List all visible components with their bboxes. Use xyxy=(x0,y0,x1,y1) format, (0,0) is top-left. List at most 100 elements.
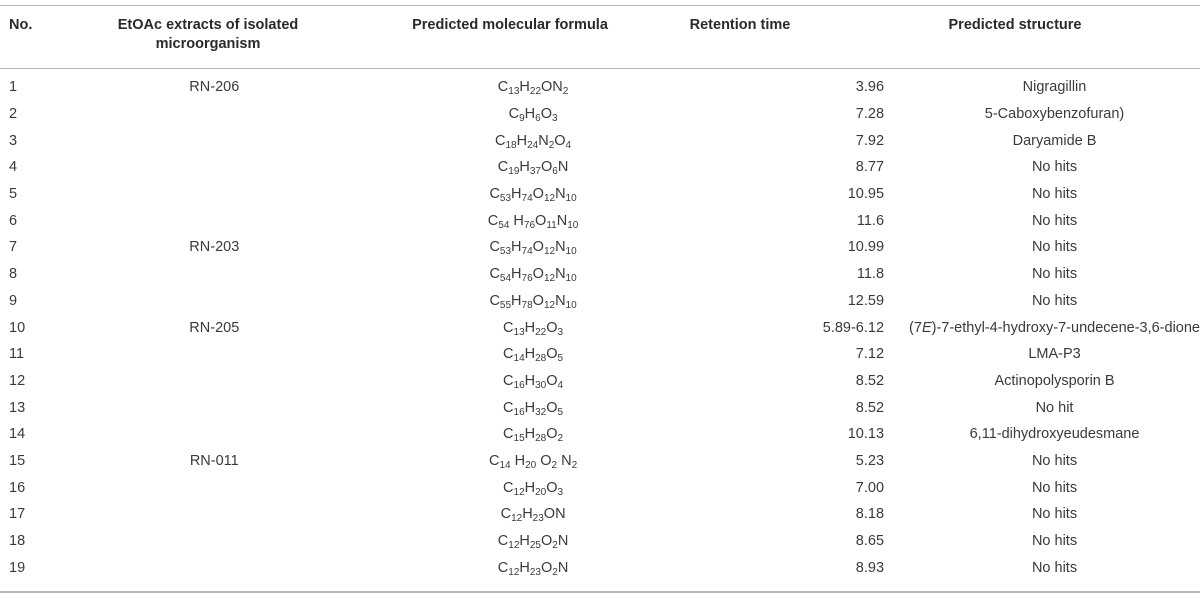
top-rule xyxy=(0,5,1200,6)
row-number: 9 xyxy=(9,292,18,309)
formula-subscript: 6 xyxy=(535,113,541,125)
formula-element: H xyxy=(509,212,524,229)
table-row: 9 C55H78O12N10 12.59 No hits xyxy=(0,288,1200,315)
extract-name xyxy=(98,101,331,128)
formula-subscript: 13 xyxy=(513,326,525,338)
row-number: 1 xyxy=(9,79,18,96)
formula-element: C xyxy=(500,506,512,523)
formula-element: C xyxy=(497,559,509,576)
row-number: 15 xyxy=(9,452,26,469)
formula-element: O xyxy=(541,533,553,550)
formula-element: O xyxy=(546,346,558,363)
table-row: 1 RN-206 C13H22ON2 3.96 Nigragillin xyxy=(0,74,1200,101)
formula-element: N xyxy=(557,559,569,576)
formula-element: N xyxy=(555,239,566,256)
retention-time: 11.8 xyxy=(856,266,885,283)
structure-text: LMA-P3 xyxy=(1028,346,1081,363)
table-body: 1 RN-206 C13H22ON2 3.96 Nigragillin 2 C9H6O3 7.… xyxy=(0,74,1200,581)
table-row: 14 C15H28O2 10.13 6,11-dihydroxyeudesmane xyxy=(0,421,1200,448)
formula-element: H xyxy=(524,319,536,336)
row-number: 7 xyxy=(9,239,18,256)
molecular-formula: C12H25O2N xyxy=(331,528,682,555)
formula-element: C xyxy=(497,533,509,550)
extract-name xyxy=(98,127,331,154)
formula-element: O xyxy=(546,372,558,389)
formula-element: N xyxy=(557,159,569,176)
retention-time: 10.13 xyxy=(847,426,885,443)
extract-name: RN-205 xyxy=(189,319,240,336)
molecular-formula: C13H22O3 xyxy=(331,314,682,341)
formula-subscript: 10 xyxy=(567,219,579,231)
formula-subscript: 76 xyxy=(521,273,533,285)
table-row: 11 C14H28O5 7.12 LMA-P3 xyxy=(0,341,1200,368)
formula-subscript: 2 xyxy=(562,86,569,98)
formula-subscript: 20 xyxy=(535,486,547,498)
retention-time: 10.95 xyxy=(847,186,885,203)
table-row: 15 RN-011 C14 H20 O2 N2 5.23 No hits xyxy=(0,448,1200,475)
retention-time: 8.65 xyxy=(855,533,885,550)
formula-element: C xyxy=(495,132,506,149)
formula-subscript: 53 xyxy=(499,246,512,258)
molecular-formula: C16H32O5 xyxy=(331,394,682,421)
formula-subscript: 12 xyxy=(508,540,520,552)
data-table: 1 RN-206 C13H22ON2 3.96 Nigragillin 2 C9H6O3 7.… xyxy=(0,74,1200,581)
formula-element: C xyxy=(489,186,500,203)
table-row: 16 C12H20O3 7.00 No hits xyxy=(0,474,1200,501)
row-number: 14 xyxy=(9,426,26,443)
extract-name xyxy=(98,368,331,395)
predicted-structure: No hits xyxy=(909,554,1200,581)
retention-time: 8.18 xyxy=(855,506,885,523)
structure-text: No hits xyxy=(1031,239,1078,256)
formula-element: H xyxy=(510,452,526,469)
retention-time: 5.23 xyxy=(855,452,885,469)
extract-name: RN-011 xyxy=(189,452,239,469)
retention-time: 7.00 xyxy=(855,479,885,496)
formula-element: H xyxy=(511,266,522,283)
molecular-formula: C54 H76O11N10 xyxy=(331,207,682,234)
predicted-structure: No hits xyxy=(909,288,1200,315)
table-row: 19 C12H23O2N 8.93 No hits xyxy=(0,554,1200,581)
formula-subscript: 22 xyxy=(535,326,547,338)
row-number: 13 xyxy=(9,399,26,416)
formula-element: N xyxy=(555,292,566,309)
table-row: 13 C16H32O5 8.52 No hit xyxy=(0,394,1200,421)
formula-subscript: 19 xyxy=(508,166,520,178)
retention-time: 7.28 xyxy=(855,106,885,123)
predicted-structure: 6,11-dihydroxyeudesmane xyxy=(909,421,1200,448)
header-rule xyxy=(0,68,1200,69)
formula-element: H xyxy=(524,372,536,389)
formula-element: N xyxy=(538,132,549,149)
formula-subscript: 4 xyxy=(557,379,564,391)
formula-element: H xyxy=(519,533,530,550)
formula-element: C xyxy=(503,346,514,363)
formula-subscript: 54 xyxy=(499,273,512,285)
formula-subscript: 18 xyxy=(505,139,517,151)
formula-element: N xyxy=(556,212,568,229)
molecular-formula: C14 H20 O2 N2 xyxy=(331,448,682,475)
structure-text: No hit xyxy=(1035,399,1074,416)
header-extract-line1: EtOAc extracts of isolated xyxy=(117,17,299,33)
retention-time: 8.52 xyxy=(855,372,885,389)
formula-element: H xyxy=(511,239,522,256)
molecular-formula: C12H23O2N xyxy=(331,554,682,581)
formula-element: O xyxy=(532,186,544,203)
predicted-structure: LMA-P3 xyxy=(909,341,1200,368)
table-row: 7 RN-203 C53H74O12N10 10.99 No hits xyxy=(0,234,1200,261)
formula-subscript: 55 xyxy=(499,299,512,311)
formula-subscript: 4 xyxy=(565,139,572,151)
formula-subscript: 11 xyxy=(546,219,557,231)
formula-subscript: 23 xyxy=(532,513,544,525)
retention-time: 3.96 xyxy=(855,79,885,96)
table-row: 4 C19H37O6N 8.77 No hits xyxy=(0,154,1200,181)
formula-element: O xyxy=(541,559,553,576)
formula-subscript: 2 xyxy=(552,566,558,578)
predicted-structure: No hit xyxy=(909,394,1200,421)
row-number: 3 xyxy=(9,132,18,149)
row-number: 18 xyxy=(9,533,26,550)
formula-subscript: 28 xyxy=(535,433,547,445)
formula-element: C xyxy=(503,319,514,336)
molecular-formula: C15H28O2 xyxy=(331,421,682,448)
row-number: 19 xyxy=(9,559,26,576)
header-retention: Retention time xyxy=(689,17,791,33)
formula-element: C xyxy=(489,239,500,256)
